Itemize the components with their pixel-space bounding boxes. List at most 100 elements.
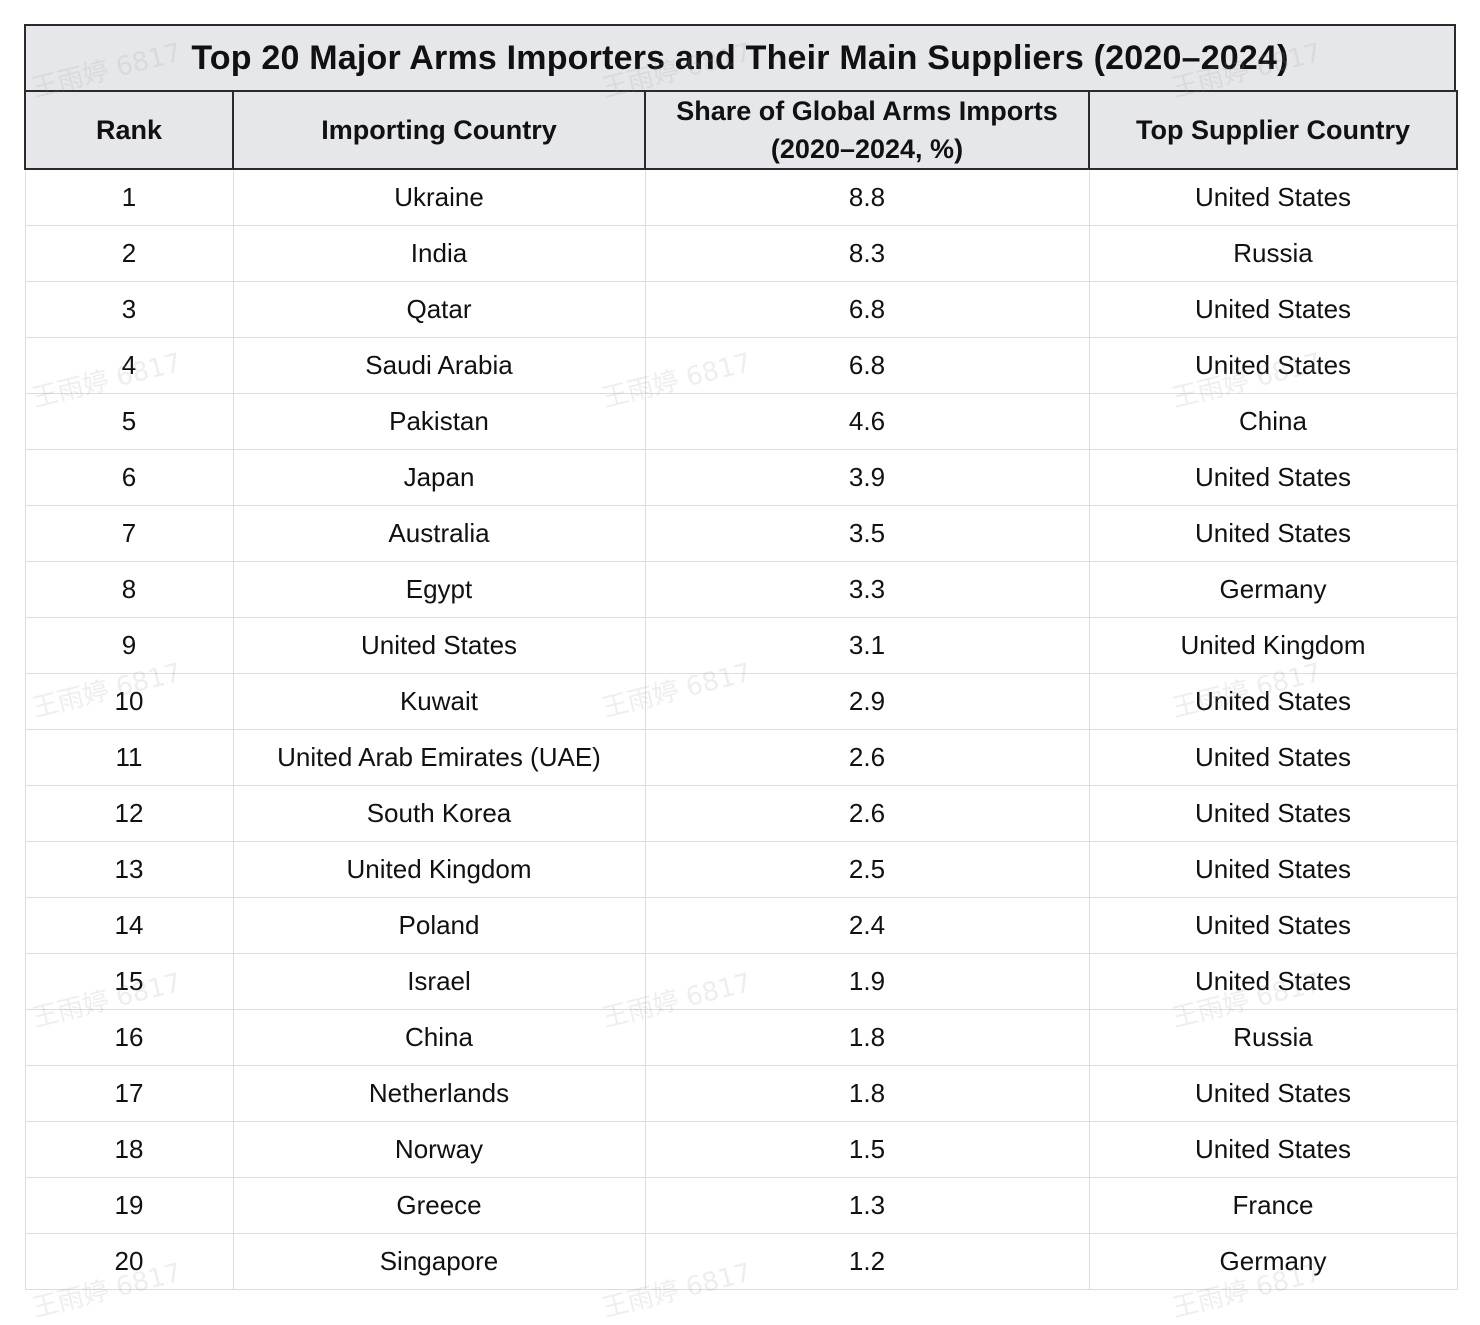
rank-cell: 18	[24, 1121, 234, 1178]
top-supplier-cell: United States	[1088, 785, 1458, 842]
table-row: 17 Netherlands 1.8 United States	[24, 1065, 1458, 1122]
top-supplier-cell: Germany	[1088, 1233, 1458, 1290]
table-row: 19 Greece 1.3 France	[24, 1177, 1458, 1234]
table-row: 14 Poland 2.4 United States	[24, 897, 1458, 954]
importing-country-cell: Greece	[232, 1177, 646, 1234]
table-row: 18 Norway 1.5 United States	[24, 1121, 1458, 1178]
rank-cell: 2	[24, 225, 234, 282]
rank-cell: 14	[24, 897, 234, 954]
top-supplier-cell: Russia	[1088, 225, 1458, 282]
rank-cell: 7	[24, 505, 234, 562]
top-supplier-cell: United States	[1088, 168, 1458, 226]
top-supplier-cell: United States	[1088, 673, 1458, 730]
top-supplier-cell: France	[1088, 1177, 1458, 1234]
top-supplier-cell: Russia	[1088, 1009, 1458, 1066]
importing-country-cell: Norway	[232, 1121, 646, 1178]
importing-country-cell: Poland	[232, 897, 646, 954]
importing-country-cell: Pakistan	[232, 393, 646, 450]
importing-country-cell: Singapore	[232, 1233, 646, 1290]
rank-cell: 11	[24, 729, 234, 786]
share-cell: 1.9	[644, 953, 1090, 1010]
share-cell: 8.3	[644, 225, 1090, 282]
share-cell: 8.8	[644, 168, 1090, 226]
table-row: 6 Japan 3.9 United States	[24, 449, 1458, 506]
share-cell: 6.8	[644, 281, 1090, 338]
rank-cell: 17	[24, 1065, 234, 1122]
importing-country-cell: United States	[232, 617, 646, 674]
rank-cell: 3	[24, 281, 234, 338]
top-supplier-cell: United States	[1088, 1121, 1458, 1178]
share-cell: 2.9	[644, 673, 1090, 730]
top-supplier-cell: United States	[1088, 729, 1458, 786]
arms-importers-table-container: Top 20 Major Arms Importers and Their Ma…	[24, 24, 1458, 1290]
top-supplier-cell: United States	[1088, 841, 1458, 898]
rank-cell: 16	[24, 1009, 234, 1066]
share-cell: 3.3	[644, 561, 1090, 618]
share-cell: 3.1	[644, 617, 1090, 674]
table-row: 10 Kuwait 2.9 United States	[24, 673, 1458, 730]
top-supplier-cell: United States	[1088, 281, 1458, 338]
rank-cell: 20	[24, 1233, 234, 1290]
table-row: 3 Qatar 6.8 United States	[24, 281, 1458, 338]
column-header-share: Share of Global Arms Imports (2020–2024,…	[644, 90, 1090, 170]
table-row: 1 Ukraine 8.8 United States	[24, 168, 1458, 226]
table-body: 1 Ukraine 8.8 United States 2 India 8.3 Russia 3…	[24, 168, 1458, 1290]
table-row: 15 Israel 1.9 United States	[24, 953, 1458, 1010]
rank-cell: 4	[24, 337, 234, 394]
rank-cell: 19	[24, 1177, 234, 1234]
rank-cell: 15	[24, 953, 234, 1010]
column-header-importing-country: Importing Country	[232, 90, 646, 170]
importing-country-cell: Ukraine	[232, 168, 646, 226]
importing-country-cell: India	[232, 225, 646, 282]
importing-country-cell: United Kingdom	[232, 841, 646, 898]
table-row: 16 China 1.8 Russia	[24, 1009, 1458, 1066]
table-row: 11 United Arab Emirates (UAE) 2.6 United St…	[24, 729, 1458, 786]
table-row: 7 Australia 3.5 United States	[24, 505, 1458, 562]
importing-country-cell: Saudi Arabia	[232, 337, 646, 394]
importing-country-cell: China	[232, 1009, 646, 1066]
share-cell: 3.5	[644, 505, 1090, 562]
share-cell: 1.8	[644, 1065, 1090, 1122]
top-supplier-cell: Germany	[1088, 561, 1458, 618]
top-supplier-cell: United States	[1088, 953, 1458, 1010]
arms-importers-table: Rank Importing Country Share of Global A…	[24, 90, 1458, 1290]
table-row: 9 United States 3.1 United Kingdom	[24, 617, 1458, 674]
importing-country-cell: Israel	[232, 953, 646, 1010]
importing-country-cell: Netherlands	[232, 1065, 646, 1122]
share-cell: 2.5	[644, 841, 1090, 898]
table-title: Top 20 Major Arms Importers and Their Ma…	[24, 24, 1456, 90]
importing-country-cell: Kuwait	[232, 673, 646, 730]
table-row: 12 South Korea 2.6 United States	[24, 785, 1458, 842]
importing-country-cell: United Arab Emirates (UAE)	[232, 729, 646, 786]
importing-country-cell: South Korea	[232, 785, 646, 842]
table-row: 4 Saudi Arabia 6.8 United States	[24, 337, 1458, 394]
rank-cell: 8	[24, 561, 234, 618]
share-cell: 2.6	[644, 729, 1090, 786]
column-header-rank: Rank	[24, 90, 234, 170]
share-cell: 4.6	[644, 393, 1090, 450]
column-header-top-supplier: Top Supplier Country	[1088, 90, 1458, 170]
share-cell: 1.3	[644, 1177, 1090, 1234]
top-supplier-cell: United States	[1088, 897, 1458, 954]
share-cell: 2.4	[644, 897, 1090, 954]
share-cell: 3.9	[644, 449, 1090, 506]
table-row: 20 Singapore 1.2 Germany	[24, 1233, 1458, 1290]
rank-cell: 9	[24, 617, 234, 674]
top-supplier-cell: United States	[1088, 337, 1458, 394]
table-row: 5 Pakistan 4.6 China	[24, 393, 1458, 450]
share-cell: 1.2	[644, 1233, 1090, 1290]
table-row: 13 United Kingdom 2.5 United States	[24, 841, 1458, 898]
share-cell: 1.8	[644, 1009, 1090, 1066]
rank-cell: 10	[24, 673, 234, 730]
share-cell: 6.8	[644, 337, 1090, 394]
top-supplier-cell: United States	[1088, 505, 1458, 562]
share-cell: 2.6	[644, 785, 1090, 842]
share-cell: 1.5	[644, 1121, 1090, 1178]
table-row: 2 India 8.3 Russia	[24, 225, 1458, 282]
top-supplier-cell: China	[1088, 393, 1458, 450]
rank-cell: 5	[24, 393, 234, 450]
importing-country-cell: Qatar	[232, 281, 646, 338]
rank-cell: 1	[24, 168, 234, 226]
importing-country-cell: Japan	[232, 449, 646, 506]
rank-cell: 12	[24, 785, 234, 842]
